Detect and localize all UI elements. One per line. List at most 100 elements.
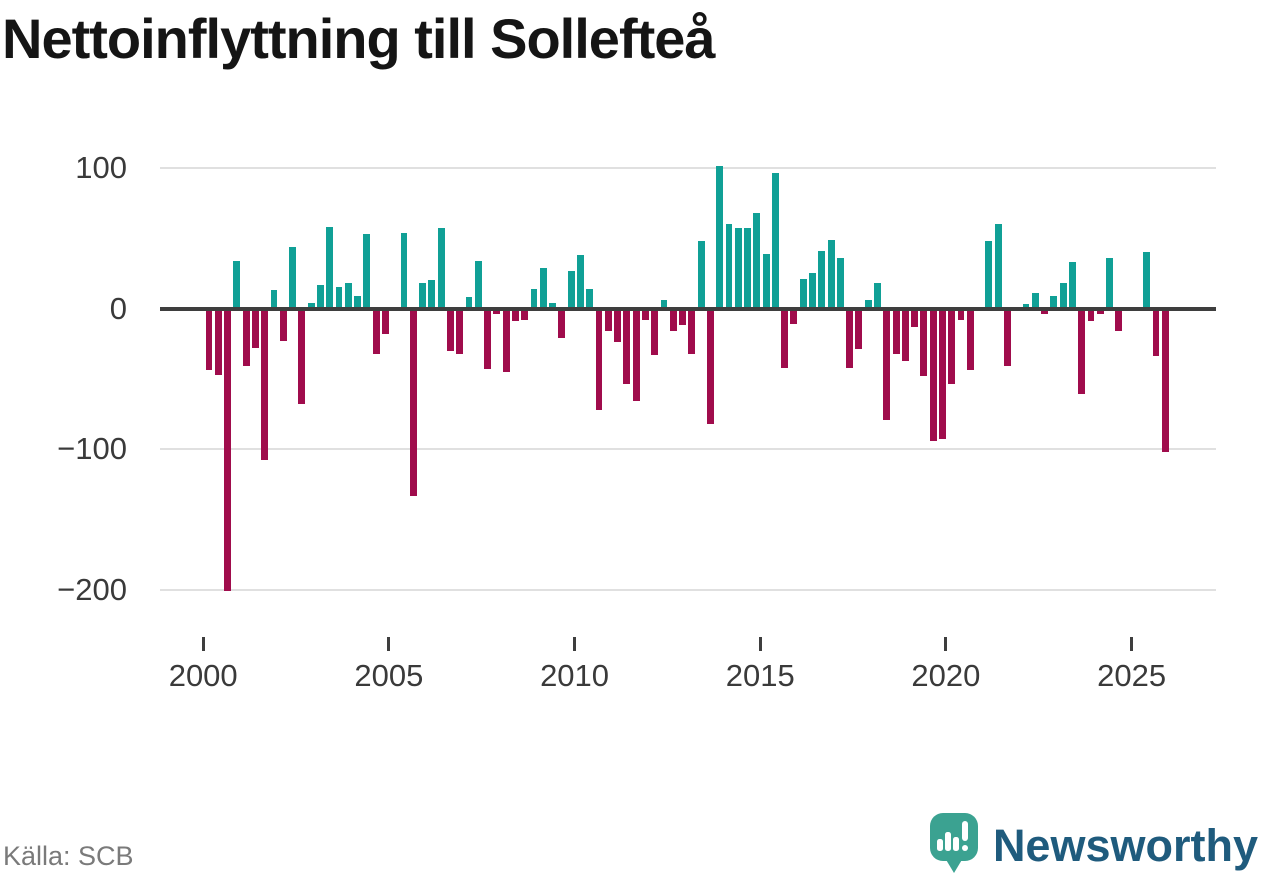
bar-2023-Q4 (1087, 308, 1095, 322)
bar-2007-Q4 (493, 308, 501, 315)
bar-2018-Q2 (883, 308, 891, 420)
bar-2025-Q4 (1161, 308, 1169, 452)
bar-2009-Q1 (539, 267, 547, 309)
y-tick-label: 0 (109, 290, 127, 326)
bar-2020-Q3 (966, 308, 974, 371)
bar-2017-Q4 (864, 300, 872, 309)
bar-2015-Q3 (781, 308, 789, 368)
gridline (160, 588, 1216, 591)
bar-2016-Q4 (827, 239, 835, 309)
x-tick-label: 2020 (911, 658, 981, 693)
bar-2018-Q4 (901, 308, 909, 361)
bar-2015-Q2 (771, 173, 779, 309)
bar-2022-Q4 (1050, 295, 1058, 309)
bar-2024-Q1 (1096, 308, 1104, 315)
bar-2010-Q4 (604, 308, 612, 331)
bar-2019-Q4 (939, 308, 946, 440)
x-tick-label: 2010 (540, 658, 610, 693)
bar-2007-Q1 (465, 297, 473, 309)
bar-2011-Q4 (641, 308, 649, 320)
bar-2017-Q2 (846, 308, 854, 368)
bar-2012-Q4 (679, 308, 686, 326)
bar-2019-Q1 (911, 308, 919, 327)
bar-2004-Q4 (381, 308, 389, 334)
bar-2011-Q3 (632, 308, 640, 402)
x-axis-tick (944, 637, 948, 651)
newsworthy-logo: Newsworthy (929, 808, 1258, 874)
bar-2000-Q2 (214, 308, 222, 375)
x-tick-label: 2005 (354, 658, 424, 693)
bar-2003-Q3 (335, 287, 343, 309)
bar-2013-Q2 (697, 240, 705, 309)
bar-2004-Q1 (354, 295, 362, 309)
bar-2007-Q3 (484, 308, 491, 369)
bar-2016-Q1 (799, 278, 807, 309)
bar-2008-Q2 (511, 308, 519, 322)
bar-2010-Q3 (595, 308, 603, 410)
bar-2001-Q2 (252, 308, 259, 348)
x-axis-tick (758, 637, 762, 651)
bar-2000-Q4 (233, 260, 241, 309)
bar-2008-Q3 (521, 308, 529, 320)
bar-2010-Q1 (576, 255, 584, 309)
bar-2014-Q3 (744, 228, 751, 309)
bar-2022-Q3 (1041, 308, 1049, 315)
bar-2009-Q4 (567, 270, 575, 309)
bar-2013-Q4 (716, 166, 724, 309)
bar-2002-Q1 (279, 308, 287, 341)
bar-2019-Q3 (929, 308, 937, 441)
bar-2021-Q2 (994, 224, 1002, 309)
bar-2022-Q2 (1031, 293, 1039, 309)
bar-2025-Q2 (1143, 252, 1151, 309)
bar-2021-Q3 (1004, 308, 1011, 367)
bar-2012-Q2 (660, 300, 668, 309)
x-tick-label: 2000 (168, 658, 238, 693)
bar-2012-Q3 (669, 308, 677, 331)
bar-2006-Q1 (428, 280, 436, 309)
bar-2009-Q3 (558, 308, 566, 339)
bar-2003-Q1 (317, 284, 324, 309)
bar-2014-Q4 (753, 212, 761, 309)
bar-2013-Q1 (688, 308, 696, 354)
x-tick-label: 2025 (1097, 658, 1167, 693)
bar-2015-Q1 (762, 253, 770, 309)
bar-2013-Q3 (706, 308, 714, 424)
x-axis-tick (201, 637, 205, 651)
y-tick-label: 100 (75, 149, 127, 185)
bar-2022-Q1 (1022, 304, 1030, 309)
bar-2014-Q1 (725, 224, 733, 309)
bar-2015-Q4 (790, 308, 798, 324)
x-axis-tick (573, 637, 577, 651)
bar-2001-Q3 (261, 308, 269, 461)
bar-2014-Q2 (734, 228, 742, 309)
bar-2021-Q1 (985, 240, 993, 309)
bar-2024-Q2 (1106, 257, 1114, 309)
bar-2016-Q2 (809, 273, 816, 309)
gridline (160, 166, 1216, 169)
bar-2018-Q1 (874, 283, 881, 309)
bar-2002-Q3 (298, 308, 306, 405)
x-axis-tick (387, 637, 391, 651)
bar-2005-Q3 (409, 308, 417, 496)
bar-2006-Q2 (437, 228, 445, 309)
newsworthy-wordmark: Newsworthy (992, 820, 1258, 871)
bar-2018-Q3 (892, 308, 900, 354)
bar-2006-Q4 (456, 308, 464, 354)
bar-2008-Q1 (502, 308, 510, 372)
x-tick-label: 2015 (725, 658, 795, 693)
y-tick-label: −100 (57, 431, 127, 467)
bar-2008-Q4 (530, 288, 538, 309)
bar-2009-Q2 (549, 302, 556, 309)
bar-2002-Q2 (289, 246, 297, 309)
bar-2012-Q1 (651, 308, 659, 355)
bar-2011-Q1 (614, 308, 621, 343)
bar-2023-Q3 (1078, 308, 1086, 395)
bar-2024-Q3 (1115, 308, 1123, 331)
bar-2003-Q4 (344, 283, 352, 309)
bar-2019-Q2 (920, 308, 928, 377)
bar-2023-Q1 (1059, 283, 1067, 309)
bar-2023-Q2 (1069, 262, 1076, 309)
bar-2006-Q3 (446, 308, 454, 351)
bar-2001-Q1 (242, 308, 250, 367)
